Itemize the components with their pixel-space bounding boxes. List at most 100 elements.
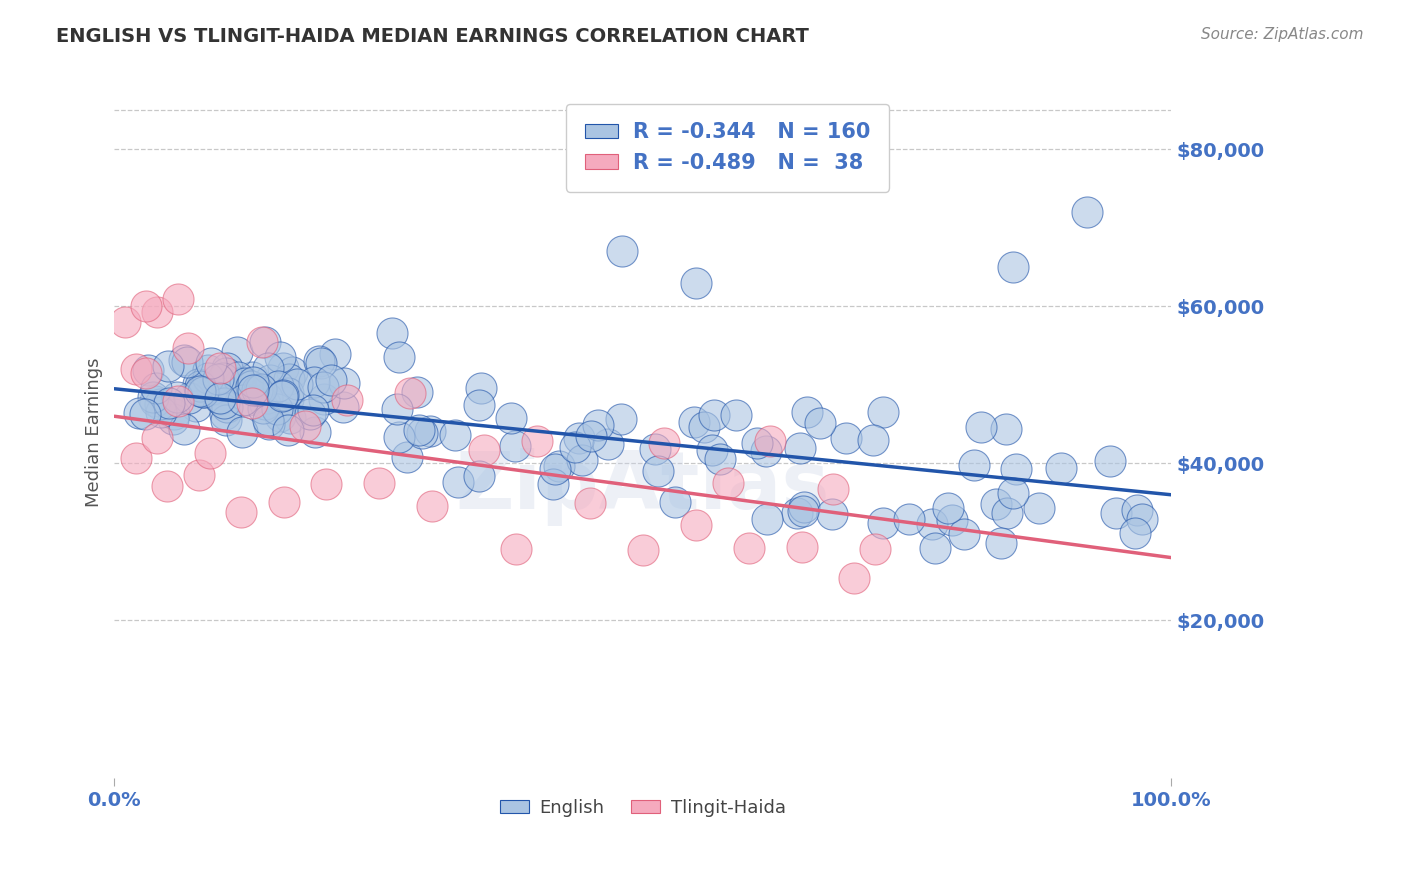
Point xyxy=(725,408,748,422)
Point xyxy=(579,496,602,510)
Point xyxy=(217,382,239,396)
Point xyxy=(789,441,811,455)
Point xyxy=(214,366,236,380)
Point xyxy=(501,411,523,425)
Legend: English, Tlingit-Haida: English, Tlingit-Haida xyxy=(492,791,793,824)
Point xyxy=(388,350,411,364)
Point xyxy=(215,412,238,426)
Point xyxy=(745,436,768,450)
Point xyxy=(703,409,725,423)
Point xyxy=(188,379,211,393)
Point xyxy=(166,394,188,409)
Point xyxy=(176,355,198,369)
Point xyxy=(197,363,219,377)
Point xyxy=(136,362,159,376)
Point xyxy=(207,372,229,386)
Point xyxy=(336,393,359,408)
Point xyxy=(921,516,943,531)
Point xyxy=(312,380,335,394)
Point xyxy=(191,384,214,398)
Point xyxy=(271,388,294,402)
Point xyxy=(157,396,180,410)
Point xyxy=(1028,501,1050,516)
Point xyxy=(256,360,278,375)
Point xyxy=(503,438,526,452)
Point xyxy=(252,334,274,349)
Point xyxy=(145,305,167,319)
Point xyxy=(302,403,325,417)
Point xyxy=(163,407,186,421)
Point xyxy=(332,400,354,414)
Point xyxy=(156,359,179,373)
Point xyxy=(1130,512,1153,526)
Point xyxy=(215,400,238,414)
Point xyxy=(395,450,418,464)
Point xyxy=(652,435,675,450)
Point xyxy=(249,383,271,397)
Point xyxy=(468,398,491,412)
Point xyxy=(709,452,731,467)
Point xyxy=(124,451,146,466)
Point xyxy=(200,356,222,370)
Y-axis label: Median Earnings: Median Earnings xyxy=(86,357,103,507)
Point xyxy=(240,369,263,384)
Point xyxy=(808,417,831,431)
Point xyxy=(796,405,818,419)
Point xyxy=(844,571,866,585)
Point xyxy=(737,541,759,556)
Point xyxy=(236,393,259,408)
Point xyxy=(792,504,814,518)
Point xyxy=(128,406,150,420)
Point xyxy=(936,500,959,515)
Point xyxy=(231,505,253,519)
Point xyxy=(259,373,281,387)
Point xyxy=(990,536,1012,550)
Point xyxy=(579,429,602,443)
Point xyxy=(277,423,299,437)
Point xyxy=(1098,454,1121,468)
Point xyxy=(190,380,212,394)
Point xyxy=(408,423,430,437)
Point xyxy=(693,420,716,434)
Point xyxy=(700,443,723,458)
Point xyxy=(1076,205,1098,219)
Point xyxy=(367,475,389,490)
Point xyxy=(333,376,356,390)
Point xyxy=(470,380,492,394)
Point xyxy=(568,431,591,445)
Point xyxy=(239,379,262,393)
Point xyxy=(547,458,569,473)
Point xyxy=(156,479,179,493)
Point xyxy=(285,376,308,391)
Point xyxy=(217,361,239,376)
Point xyxy=(271,361,294,376)
Point xyxy=(252,401,274,415)
Point xyxy=(266,401,288,416)
Point xyxy=(685,276,707,290)
Point xyxy=(294,419,316,434)
Point xyxy=(1123,526,1146,541)
Point xyxy=(145,381,167,395)
Point xyxy=(1125,502,1147,516)
Point xyxy=(254,397,277,411)
Point xyxy=(177,341,200,355)
Point xyxy=(759,434,782,448)
Point xyxy=(242,383,264,397)
Point xyxy=(411,426,433,441)
Point xyxy=(242,375,264,389)
Point xyxy=(444,428,467,442)
Point xyxy=(644,442,666,456)
Point xyxy=(299,407,322,421)
Point xyxy=(786,506,808,520)
Point xyxy=(420,499,443,513)
Point xyxy=(586,417,609,432)
Point xyxy=(544,462,567,476)
Point xyxy=(647,465,669,479)
Point xyxy=(308,354,330,368)
Point xyxy=(277,392,299,406)
Point xyxy=(256,391,278,405)
Point xyxy=(505,541,527,556)
Point xyxy=(872,516,894,530)
Point xyxy=(212,371,235,385)
Point xyxy=(208,392,231,407)
